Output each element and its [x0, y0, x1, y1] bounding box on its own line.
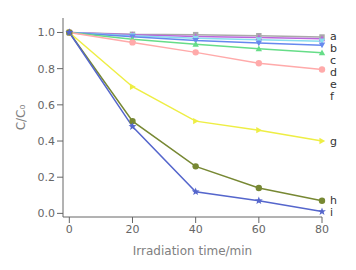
svg-text:C/C₀: C/C₀ — [14, 105, 28, 131]
svg-text:a: a — [330, 30, 337, 44]
svg-text:0: 0 — [66, 223, 73, 236]
svg-text:b: b — [330, 42, 337, 56]
svg-text:i: i — [330, 206, 333, 219]
svg-text:1.0: 1.0 — [38, 26, 56, 39]
svg-text:0.4: 0.4 — [38, 135, 56, 148]
svg-text:40: 40 — [189, 223, 203, 236]
svg-text:0.8: 0.8 — [38, 63, 56, 76]
svg-text:20: 20 — [125, 223, 139, 236]
svg-text:h: h — [330, 194, 337, 208]
svg-text:d: d — [330, 66, 337, 80]
svg-text:f: f — [330, 90, 335, 103]
svg-text:60: 60 — [252, 223, 266, 236]
svg-text:g: g — [330, 135, 337, 148]
svg-text:e: e — [330, 78, 337, 92]
svg-text:0.2: 0.2 — [38, 171, 56, 184]
svg-text:0.0: 0.0 — [38, 207, 56, 220]
svg-text:80: 80 — [315, 223, 329, 236]
svg-text:Irradiation time/min: Irradiation time/min — [133, 244, 252, 258]
svg-text:0.6: 0.6 — [38, 99, 56, 112]
svg-text:c: c — [330, 54, 337, 68]
